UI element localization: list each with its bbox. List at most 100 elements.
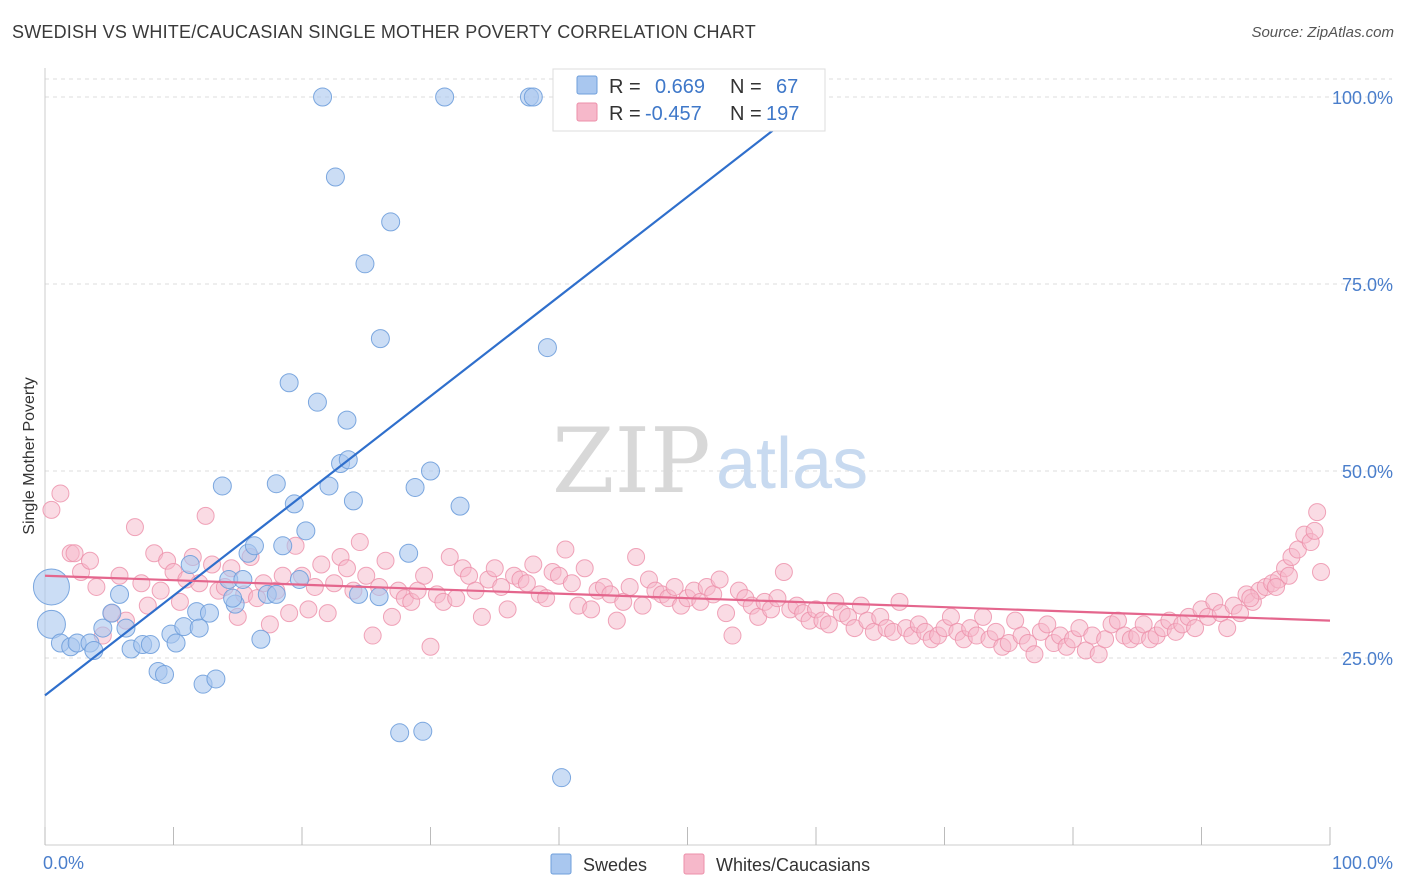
whites-point bbox=[941, 607, 960, 626]
whites-point bbox=[337, 559, 356, 578]
bottom-legend-whites: Whites/Caucasians bbox=[716, 855, 870, 875]
whites-point bbox=[42, 500, 61, 519]
whites-point bbox=[51, 484, 70, 503]
whites-point bbox=[325, 574, 344, 593]
swedes-point bbox=[399, 543, 419, 563]
whites-point bbox=[1308, 503, 1327, 522]
whites-point bbox=[562, 574, 581, 593]
swedes-point bbox=[251, 629, 271, 649]
swedes-point bbox=[199, 603, 219, 623]
whites-point bbox=[170, 592, 189, 611]
legend-r-label: R = bbox=[609, 103, 641, 125]
swedes-point bbox=[93, 618, 113, 638]
whites-point bbox=[447, 589, 466, 608]
whites-point bbox=[376, 551, 395, 570]
whites-point bbox=[710, 570, 729, 589]
swedes-point bbox=[307, 392, 327, 412]
whites-point bbox=[1267, 577, 1286, 596]
whites-point bbox=[665, 577, 684, 596]
whites-point bbox=[1025, 645, 1044, 664]
whites-point bbox=[575, 559, 594, 578]
whites-point bbox=[299, 600, 318, 619]
legend-n-value: 197 bbox=[766, 103, 799, 125]
swedes-point bbox=[233, 569, 253, 589]
whites-point bbox=[819, 615, 838, 634]
swedes-point bbox=[523, 87, 543, 107]
whites-point bbox=[87, 577, 106, 596]
swedes-point bbox=[32, 568, 70, 606]
watermark: ZIP atlas bbox=[552, 409, 868, 514]
whites-point bbox=[80, 551, 99, 570]
whites-point bbox=[260, 615, 279, 634]
swedes-point bbox=[223, 588, 243, 608]
swedes-point bbox=[212, 476, 232, 496]
y-tick-label: 75.0% bbox=[1342, 275, 1393, 295]
bottom-legend-swatch-whites bbox=[683, 853, 705, 875]
bottom-legend: Swedes Whites/Caucasians bbox=[550, 853, 870, 875]
legend-swatch-swedes bbox=[576, 75, 598, 95]
whites-point bbox=[460, 566, 479, 585]
whites-point bbox=[190, 574, 209, 593]
whites-point bbox=[382, 607, 401, 626]
whites-point bbox=[273, 566, 292, 585]
whites-point bbox=[357, 566, 376, 585]
swedes-point bbox=[337, 410, 357, 430]
swedes-point bbox=[421, 461, 440, 481]
swedes-point bbox=[36, 609, 66, 639]
series-whites-points bbox=[42, 484, 1331, 664]
whites-point bbox=[1305, 521, 1324, 540]
swedes-point bbox=[355, 254, 375, 274]
legend-swatch-whites bbox=[576, 102, 598, 122]
tick-labels: 25.0% 50.0% 75.0% 100.0% 0.0% 100.0% bbox=[43, 88, 1393, 873]
swedes-point bbox=[405, 477, 425, 497]
legend-r-value: -0.457 bbox=[645, 103, 702, 125]
whites-point bbox=[717, 604, 736, 623]
swedes-point bbox=[537, 338, 557, 358]
legend-box: R = 0.669 N = 67 R = -0.457 N = 197 bbox=[552, 68, 826, 132]
swedes-point bbox=[189, 618, 209, 638]
swedes-point bbox=[140, 635, 160, 655]
whites-point bbox=[582, 600, 601, 619]
whites-point bbox=[363, 626, 382, 645]
whites-point bbox=[1134, 615, 1153, 634]
y-axis-label: Single Mother Poverty bbox=[21, 377, 38, 534]
swedes-point bbox=[273, 536, 293, 556]
swedes-point bbox=[116, 618, 136, 638]
whites-point bbox=[524, 555, 543, 574]
whites-point bbox=[1096, 630, 1115, 649]
swedes-point bbox=[319, 476, 339, 496]
source-label: Source: ZipAtlas.com bbox=[1251, 24, 1394, 41]
swedes-point bbox=[552, 768, 572, 788]
whites-point bbox=[633, 596, 652, 615]
legend-r-label: R = bbox=[609, 76, 641, 98]
whites-point bbox=[1279, 566, 1298, 585]
whites-point bbox=[485, 559, 504, 578]
whites-point bbox=[65, 544, 84, 563]
whites-point bbox=[556, 540, 575, 559]
whites-point bbox=[1006, 611, 1025, 630]
swedes-point bbox=[413, 721, 433, 741]
legend-n-value: 67 bbox=[776, 76, 798, 98]
whites-trend-line bbox=[44, 574, 1331, 622]
whites-point bbox=[138, 596, 157, 615]
swedes-point bbox=[370, 329, 390, 349]
swedes-point bbox=[435, 87, 455, 107]
swedes-point bbox=[180, 555, 200, 574]
whites-point bbox=[472, 607, 491, 626]
axes bbox=[44, 68, 1331, 846]
whites-point bbox=[607, 611, 626, 630]
whites-point bbox=[498, 600, 517, 619]
swedes-point bbox=[343, 491, 363, 511]
whites-point bbox=[1108, 611, 1127, 630]
swedes-point bbox=[349, 584, 369, 604]
swedes-point bbox=[166, 633, 186, 653]
swedes-point bbox=[369, 587, 389, 607]
whites-point bbox=[620, 577, 639, 596]
whites-point bbox=[408, 581, 427, 600]
whites-point bbox=[1089, 645, 1108, 664]
x-tick-label: 0.0% bbox=[43, 853, 84, 873]
whites-point bbox=[305, 577, 324, 596]
y-tick-label: 50.0% bbox=[1342, 462, 1393, 482]
whites-point bbox=[974, 607, 993, 626]
